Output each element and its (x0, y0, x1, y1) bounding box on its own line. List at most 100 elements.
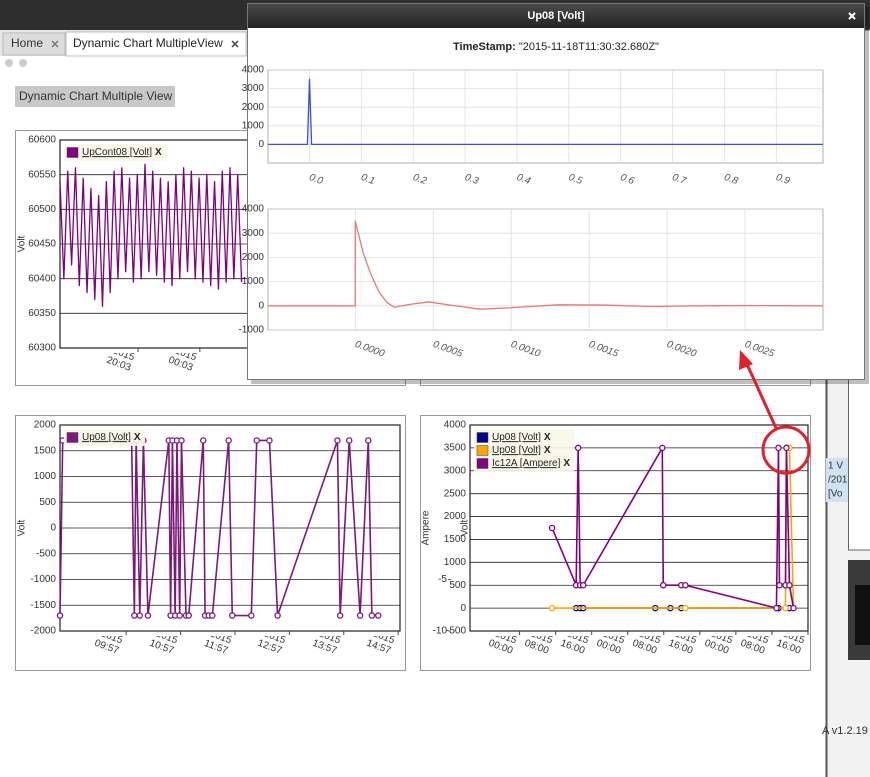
y-tick-label: 3500 (444, 443, 467, 454)
data-point (579, 581, 587, 589)
tab-close[interactable] (51, 40, 59, 48)
scroll-right[interactable] (19, 59, 27, 67)
y-tick-label: -1500 (30, 600, 56, 611)
x-tick-label-box: 16/11/2015 20:03 (86, 353, 136, 374)
data-point (248, 612, 255, 619)
tab-label[interactable]: Home (11, 36, 43, 50)
y-tick-label: 60400 (28, 273, 56, 284)
data-point (682, 604, 689, 612)
x-tick-label: 18/11/2015 16:00 (756, 636, 806, 657)
series-line (59, 439, 379, 617)
side-text: 1 V (828, 461, 843, 472)
tab-active[interactable] (65, 31, 247, 57)
y-tick-label: 2000 (34, 420, 57, 431)
y-tick-label: 60500 (28, 204, 56, 215)
data-point (266, 437, 273, 444)
data-point (356, 612, 364, 619)
y-tick-label: -1000 (30, 574, 56, 585)
legend-label[interactable]: Up08 [Volt] (492, 432, 541, 443)
data-point (660, 581, 667, 589)
data-point (682, 581, 689, 589)
y-tick-label: 1000 (444, 557, 467, 568)
legend-close[interactable]: X (544, 432, 551, 443)
y-tick-label: 2000 (242, 252, 265, 263)
y-tick-label: -500 (446, 626, 466, 637)
x-tick-label: 0.9 (774, 172, 791, 187)
tab-close[interactable] (231, 40, 239, 48)
x-tick-label: 0.2 (411, 172, 428, 187)
scroll-left[interactable] (5, 59, 13, 67)
data-point (775, 444, 782, 452)
arrow-head (739, 350, 753, 370)
popup-close[interactable] (848, 12, 856, 20)
data-point (336, 612, 344, 619)
x-tick-label: 17/11/2015 13:57 (292, 636, 342, 657)
view-button[interactable] (15, 86, 175, 107)
data-point (782, 604, 789, 612)
data-point (345, 437, 353, 444)
version: A v1.2.19 (822, 725, 868, 737)
plot-area (267, 69, 824, 164)
popup-header (248, 4, 864, 28)
legend-label[interactable]: Up08 [Volt] (82, 432, 131, 443)
x-tick-label-box: 17/11/2015 10:57 (128, 636, 178, 657)
x-tick-label: 0.6 (619, 172, 636, 187)
y-tick-label: 1000 (34, 471, 57, 482)
legend-box (64, 429, 145, 446)
x-tick-label: 0.1 (359, 172, 376, 187)
x-tick-label-box: 17/11/2015 13:57 (292, 636, 342, 657)
y-tick-label: 0 (258, 139, 264, 150)
legend-close[interactable]: X (155, 147, 162, 158)
y-tick-label: 3000 (242, 228, 265, 239)
data-point (773, 604, 780, 612)
y-tick-label: 60300 (28, 343, 56, 354)
data-point (659, 444, 666, 452)
series-line (268, 78, 823, 146)
data-point (253, 437, 260, 444)
annotation (739, 350, 811, 475)
y-tick-label: 500 (39, 497, 56, 508)
data-point (185, 612, 192, 619)
x-tick-label-box: 17/11/2015 14:57 (346, 636, 396, 657)
side-text: /201 (828, 475, 848, 486)
y-tick-label: 2000 (242, 102, 265, 113)
arrow-shaft (744, 361, 778, 429)
data-point (548, 604, 556, 612)
legend-close[interactable]: X (544, 445, 551, 456)
legend-label[interactable]: Up08 [Volt] (492, 445, 541, 456)
side-highlight (826, 458, 848, 502)
highlight-circle (761, 425, 811, 475)
legend-box (64, 144, 167, 161)
plot-area (267, 208, 824, 331)
data-point (776, 581, 783, 589)
y-axis-label: Volt (460, 519, 471, 536)
y2-tick-label: -5 (438, 574, 447, 585)
legend-close[interactable]: X (134, 432, 141, 443)
y-tick-label: 1500 (34, 445, 57, 456)
y-tick-label: 0 (460, 603, 466, 614)
y-tick-label: 1000 (242, 120, 265, 131)
data-point (176, 612, 183, 619)
y-tick-label: 1500 (444, 534, 467, 545)
y2-axis-label: Ampere (421, 510, 432, 545)
y2-tick-label: -10 (433, 626, 448, 637)
legend-close[interactable]: X (563, 458, 570, 469)
timestamp-label: TimeStamp: (453, 41, 516, 53)
y-tick-label: 4000 (242, 65, 265, 76)
x-tick-label: 17/11/2015 09:57 (74, 636, 124, 657)
data-point (200, 437, 207, 444)
tab[interactable] (2, 32, 66, 56)
view-button-label[interactable]: Dynamic Chart Multiple View (19, 89, 172, 103)
y-tick-label: -2000 (30, 626, 56, 637)
data-point (209, 612, 216, 619)
data-point (783, 444, 790, 452)
y-tick-label: -500 (36, 548, 56, 559)
side-text: [Vo (828, 489, 843, 500)
data-point (144, 612, 152, 619)
legend-label[interactable]: UpCont08 [Volt] (82, 147, 152, 158)
timestamp: TimeStamp: "2015-11-18T11:30:32.680Z" (453, 41, 659, 53)
side-dark-box (855, 585, 870, 645)
legend-label[interactable]: Ic12A [Ampere] (492, 458, 561, 469)
tab-label[interactable]: Dynamic Chart MultipleView (73, 36, 223, 50)
legend-swatch (66, 147, 79, 158)
